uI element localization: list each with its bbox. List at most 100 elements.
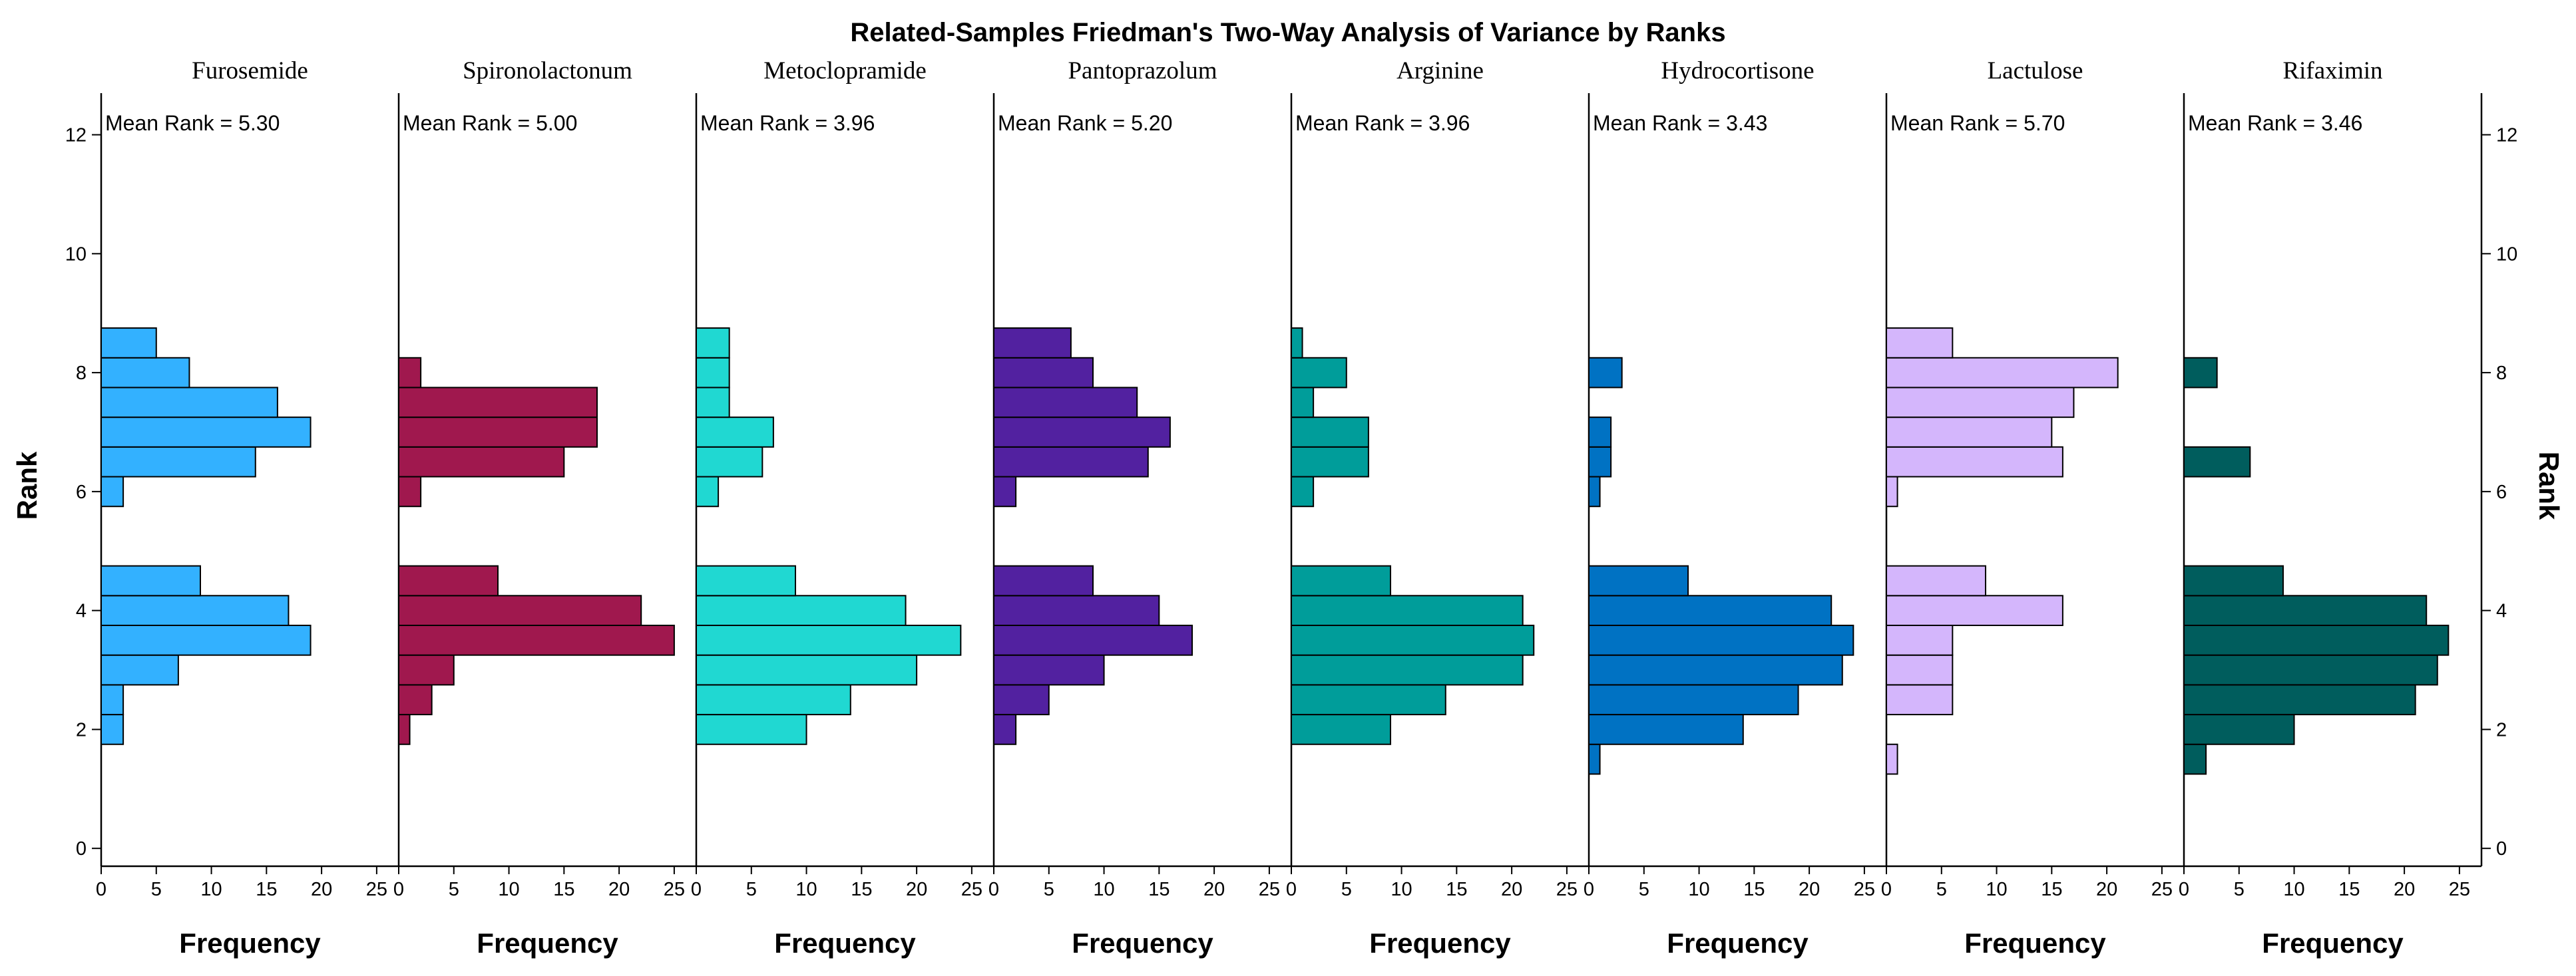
- histogram-bar: [1588, 446, 1612, 478]
- mean-rank-label: Mean Rank = 5.30: [105, 111, 280, 135]
- x-tick-label: 15: [1743, 879, 1765, 900]
- x-tick-label: 25: [2151, 879, 2173, 900]
- x-tick-label: 0: [1881, 879, 1892, 900]
- histogram-bar: [696, 654, 918, 686]
- histogram-bar: [101, 357, 190, 389]
- histogram-bar: [696, 476, 720, 508]
- x-tick-label: 0: [2179, 879, 2189, 900]
- histogram-bar: [696, 357, 730, 389]
- x-tick-label: 15: [1148, 879, 1170, 900]
- x-tick-label: 25: [366, 879, 387, 900]
- histogram-bar: [1886, 387, 2075, 418]
- histogram-bar: [2183, 565, 2284, 597]
- x-tick-label: 0: [1584, 879, 1594, 900]
- histogram-bar: [398, 684, 433, 716]
- panel-title: Arginine: [1396, 57, 1484, 84]
- histogram-bar: [101, 624, 312, 656]
- x-tick-label: 5: [2234, 879, 2245, 900]
- histogram-bar: [1291, 714, 1391, 745]
- histogram-bar: [1588, 357, 1623, 389]
- mean-rank-label: Mean Rank = 3.46: [2188, 111, 2362, 135]
- x-tick-label: 20: [1203, 879, 1225, 900]
- histogram-bar: [696, 714, 807, 745]
- histogram-bar: [1886, 743, 1898, 775]
- histogram-bar: [398, 714, 411, 745]
- x-tick-label: 5: [1044, 879, 1054, 900]
- x-axis-title: Frequency: [179, 927, 321, 959]
- histogram-bar: [993, 565, 1094, 597]
- x-axis-title: Frequency: [774, 927, 916, 959]
- y-tick-label-right: 0: [2496, 838, 2507, 860]
- histogram-bar: [101, 565, 201, 597]
- panel-rifaximin: Rifaximin Mean Rank = 3.46 0 5 10 15 20 25 Frequ…: [2179, 57, 2470, 959]
- histogram-bar: [2183, 714, 2295, 745]
- histogram-bar: [398, 476, 422, 508]
- x-tick-label: 0: [691, 879, 702, 900]
- histogram-bar: [993, 714, 1017, 745]
- panel-title: Furosemide: [192, 57, 308, 84]
- mean-rank-label: Mean Rank = 5.00: [403, 111, 577, 135]
- histogram-bar: [2183, 595, 2428, 626]
- mean-rank-label: Mean Rank = 3.96: [1295, 111, 1470, 135]
- y-axis-title-left: Rank: [11, 451, 43, 520]
- histogram-bar: [398, 387, 598, 418]
- histogram-bar: [1886, 624, 1954, 656]
- x-axis-title: Frequency: [1667, 927, 1809, 959]
- histogram-bar: [398, 565, 499, 597]
- panel-hydrocortisone: Hydrocortisone Mean Rank = 3.43 0 5 10 15 20 25…: [1584, 57, 1875, 959]
- chart-title: Related-Samples Friedman's Two-Way Analy…: [850, 18, 1725, 47]
- y-tick-label-left: 12: [65, 125, 87, 146]
- x-tick-label: 10: [1986, 879, 2007, 900]
- x-tick-label: 10: [200, 879, 222, 900]
- histogram-bar: [398, 446, 565, 478]
- x-tick-label: 20: [311, 879, 332, 900]
- histogram-bar: [2183, 654, 2438, 686]
- histogram-bar: [1588, 595, 1832, 626]
- x-tick-label: 20: [2394, 879, 2415, 900]
- x-tick-label: 20: [2096, 879, 2117, 900]
- x-tick-label: 25: [961, 879, 982, 900]
- y-tick-label-left: 2: [76, 719, 87, 740]
- x-tick-label: 10: [498, 879, 519, 900]
- x-axis-title: Frequency: [1369, 927, 1511, 959]
- x-tick-label: 10: [795, 879, 817, 900]
- histogram-bar: [1588, 476, 1601, 508]
- histogram-bar: [993, 684, 1050, 716]
- mean-rank-label: Mean Rank = 3.96: [700, 111, 875, 135]
- panel-title: Pantoprazolum: [1068, 57, 1217, 84]
- histogram-bar: [1291, 327, 1303, 359]
- histogram-bar: [696, 595, 907, 626]
- histogram-bar: [1886, 654, 1954, 686]
- histogram-bar: [993, 446, 1149, 478]
- panel-furosemide: Furosemide Mean Rank = 5.30 0 5 10 15 20 25 Freq…: [96, 57, 387, 959]
- histogram-bar: [1291, 446, 1369, 478]
- histogram-bar: [101, 595, 290, 626]
- x-tick-label: 25: [664, 879, 685, 900]
- x-tick-label: 0: [96, 879, 107, 900]
- x-tick-label: 5: [1341, 879, 1352, 900]
- histogram-bar: [1588, 565, 1689, 597]
- y-axis-title-right: Rank: [2533, 452, 2565, 520]
- histogram-bar: [1886, 416, 2053, 448]
- y-tick-label-left: 8: [76, 363, 87, 384]
- x-axis-title: Frequency: [2262, 927, 2404, 959]
- panel-title: Hydrocortisone: [1661, 57, 1814, 84]
- panel-title: Lactulose: [1988, 57, 2083, 84]
- histogram-bar: [398, 357, 422, 389]
- mean-rank-label: Mean Rank = 3.43: [1593, 111, 1767, 135]
- histogram-bar: [1588, 743, 1601, 775]
- x-tick-label: 5: [1936, 879, 1947, 900]
- x-tick-label: 25: [1556, 879, 1578, 900]
- histogram-bar: [1886, 595, 2063, 626]
- histogram-bar: [101, 327, 157, 359]
- histogram-bar: [101, 446, 256, 478]
- panel-arginine: Arginine Mean Rank = 3.96 0 5 10 15 20 25 Freque…: [1286, 57, 1578, 959]
- panel-lactulose: Lactulose Mean Rank = 5.70 0 5 10 15 20 25 Frequ…: [1881, 57, 2173, 959]
- histogram-bar: [101, 387, 278, 418]
- histogram-bar: [1588, 714, 1744, 745]
- histogram-bar: [696, 624, 962, 656]
- histogram-bar: [2183, 624, 2450, 656]
- histogram-bar: [1588, 416, 1612, 448]
